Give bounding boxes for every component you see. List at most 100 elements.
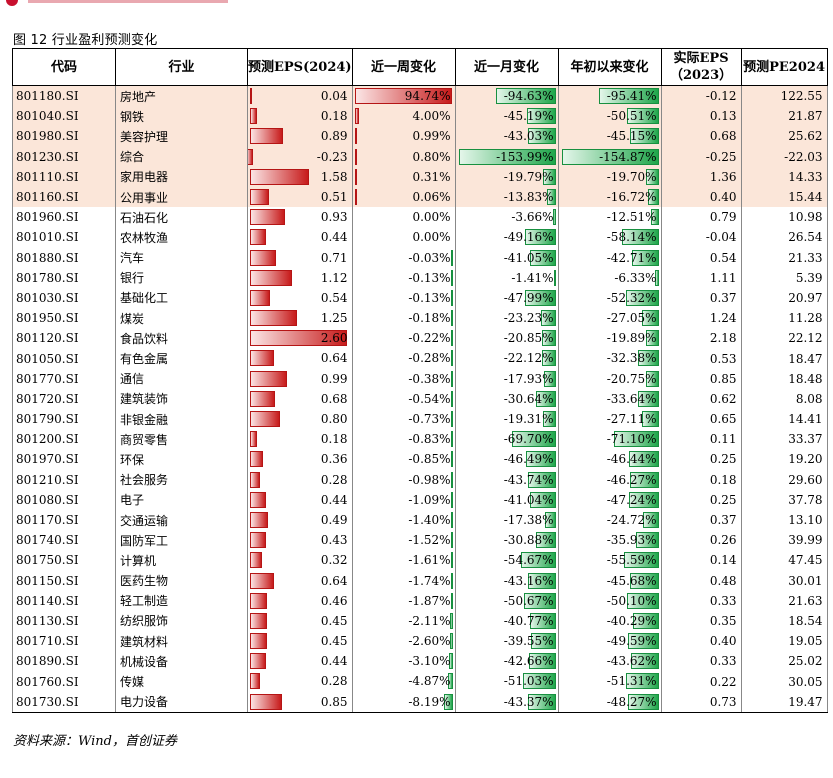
eps-cell: 0.54 (247, 287, 353, 309)
week-value: -0.03% (408, 250, 451, 265)
eps-bar (250, 168, 309, 185)
eps-value: 0.44 (320, 492, 348, 507)
ytd-cell: -58.14% (557, 227, 662, 248)
actual-eps-cell: 0.53 (660, 348, 742, 369)
eps-value: 0.68 (320, 391, 348, 406)
week-value: -1.40% (408, 512, 451, 527)
ytd-value: -71.10% (606, 432, 657, 447)
eps-bar (250, 350, 274, 367)
ytd-bar (641, 310, 659, 327)
actual-eps-cell: 0.65 (660, 409, 742, 430)
ytd-bar (637, 390, 659, 407)
table-row: 801880.SI 汽车 0.71 -0.03% -41.05% -42.71% 0.54 2… (12, 247, 828, 268)
code-cell: 801960.SI (12, 207, 116, 228)
eps-cell: 0.93 (247, 207, 353, 228)
month-value: -43.03% (503, 129, 554, 144)
eps-value: -0.23 (316, 149, 348, 164)
table-row: 801970.SI 环保 0.36 -0.85% -46.49% -46.44% 0.25 1… (12, 449, 828, 470)
pe-cell: 26.54 (740, 227, 828, 248)
industry-cell: 计算机 (115, 550, 248, 571)
code-cell: 801880.SI (12, 247, 116, 268)
eps-value: 2.60 (320, 331, 348, 346)
week-cell: -1.40% (351, 509, 456, 531)
code-cell: 801200.SI (12, 429, 116, 450)
ytd-bar (628, 491, 659, 508)
table-row: 801050.SI 有色金属 0.64 -0.28% -22.12% -32.38% 0.5… (12, 348, 828, 369)
month-cell: -1.41% (454, 267, 559, 288)
month-value: -43.37% (503, 694, 554, 709)
ytd-bar (630, 128, 659, 145)
ytd-cell: -24.72% (557, 509, 662, 531)
month-cell: -39.55% (454, 631, 559, 652)
month-value: -17.93% (503, 371, 554, 386)
ytd-cell: -52.32% (557, 287, 662, 309)
ytd-value: -45.15% (606, 129, 657, 144)
month-cell: -3.66% (454, 207, 559, 228)
ytd-bar (631, 653, 659, 670)
actual-eps-cell: 0.85 (660, 368, 742, 389)
actual-eps-cell: -0.25 (660, 146, 742, 167)
eps-cell: 1.25 (247, 308, 353, 329)
week-value: -0.54% (408, 391, 451, 406)
code-cell: 801720.SI (12, 388, 116, 409)
eps-value: 0.43 (320, 533, 348, 548)
week-value: 4.00% (412, 109, 451, 124)
month-cell: -49.16% (454, 227, 559, 248)
pe-cell: 33.37 (740, 429, 828, 450)
week-value: -0.83% (408, 432, 451, 447)
month-value: -13.83% (503, 189, 554, 204)
table-row: 801170.SI 交通运输 0.49 -1.40% -17.38% -24.72% 0.3… (12, 509, 828, 531)
month-value: -41.04% (503, 492, 554, 507)
week-value: -0.13% (408, 270, 451, 285)
eps-value: 0.45 (320, 613, 348, 628)
month-value: -20.85% (503, 331, 554, 346)
actual-eps-cell: 0.37 (660, 287, 742, 309)
month-value: -51.03% (503, 674, 554, 689)
week-cell: -0.13% (351, 267, 456, 288)
ytd-bar (645, 370, 659, 387)
eps-cell: 0.64 (247, 570, 353, 591)
ytd-cell: -35.93% (557, 530, 662, 551)
pe-cell: -22.03 (740, 146, 828, 167)
industry-cell: 基础化工 (115, 287, 248, 309)
ytd-value: -12.51% (606, 210, 657, 225)
month-cell: -40.77% (454, 610, 559, 632)
eps-bar (250, 229, 267, 246)
table-row: 801780.SI 银行 1.12 -0.13% -1.41% -6.33% 1.11 5.3… (12, 267, 828, 288)
eps-value: 1.12 (320, 270, 348, 285)
eps-cell: 0.89 (247, 126, 353, 147)
month-value: -39.55% (503, 634, 554, 649)
month-value: -46.49% (503, 452, 554, 467)
eps-value: 0.36 (320, 452, 348, 467)
ytd-value: -50.10% (606, 593, 657, 608)
eps-value: 0.80 (320, 412, 348, 426)
week-cell: -0.73% (351, 409, 456, 430)
eps-bar (250, 471, 261, 488)
pe-cell: 15.44 (740, 186, 828, 208)
month-cell: -22.12% (454, 348, 559, 369)
industry-cell: 钢铁 (115, 106, 248, 127)
month-value: -43.74% (503, 472, 554, 487)
month-value: -47.99% (503, 290, 554, 305)
month-value: -30.88% (503, 533, 554, 548)
month-bar (525, 289, 556, 306)
eps-value: 0.54 (320, 290, 348, 305)
code-cell: 801710.SI (12, 631, 116, 652)
code-cell: 801890.SI (12, 651, 116, 672)
week-bar (450, 612, 453, 629)
table-row: 801980.SI 美容护理 0.89 0.99% -43.03% -45.15% 0.68… (12, 126, 828, 147)
code-cell: 801980.SI (12, 126, 116, 147)
eps-bar (250, 370, 287, 387)
ytd-bar (636, 532, 659, 549)
week-bar (450, 350, 453, 367)
month-bar (528, 572, 556, 589)
ytd-cell: -71.10% (557, 429, 662, 450)
week-cell: -0.22% (351, 328, 456, 349)
week-value: -8.19% (408, 694, 451, 709)
pe-cell: 22.12 (740, 328, 828, 349)
month-value: -3.66% (511, 210, 554, 225)
eps-bar (250, 390, 276, 407)
ytd-value: -49.59% (606, 634, 657, 649)
month-cell: -153.99% (454, 146, 559, 167)
industry-cell: 房地产 (115, 85, 248, 107)
